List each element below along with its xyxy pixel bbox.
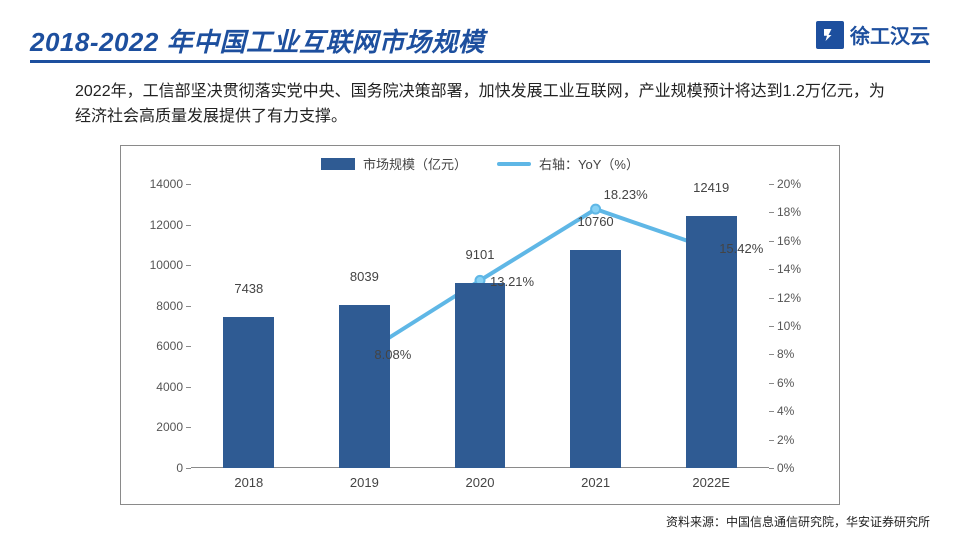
legend-bar-label: 市场规模（亿元）	[363, 154, 467, 173]
y-left-tick-mark	[186, 427, 191, 428]
legend-bar: 市场规模（亿元）	[321, 154, 467, 173]
y-right-tick-mark	[769, 440, 774, 441]
bar-swatch-icon	[321, 158, 355, 170]
y-right-tick: 18%	[777, 205, 801, 219]
line-value-label: 13.21%	[490, 274, 534, 289]
bar	[570, 250, 621, 468]
bar	[455, 283, 506, 468]
y-right-tick: 4%	[777, 404, 794, 418]
y-right-tick: 8%	[777, 347, 794, 361]
y-left-tick-mark	[186, 346, 191, 347]
category-label: 2021	[581, 475, 610, 490]
bar-value-label: 9101	[466, 247, 495, 265]
page-title: 2018-2022 年中国工业互联网市场规模	[30, 22, 485, 59]
chart-legend: 市场规模（亿元） 右轴：YoY（%）	[121, 154, 839, 173]
y-left-tick-mark	[186, 184, 191, 185]
y-left-tick-mark	[186, 225, 191, 226]
y-left-tick: 4000	[156, 380, 183, 394]
y-right-tick-mark	[769, 411, 774, 412]
chart-container: 市场规模（亿元） 右轴：YoY（%） 020004000600080001000…	[120, 145, 840, 505]
y-left-tick: 0	[176, 461, 183, 475]
description-text: 2022年，工信部坚决贯彻落实党中央、国务院决策部署，加快发展工业互联网，产业规…	[75, 80, 885, 130]
y-left-tick: 12000	[150, 218, 183, 232]
y-left-tick-mark	[186, 468, 191, 469]
title-bar: 2018-2022 年中国工业互联网市场规模	[30, 18, 930, 62]
y-right-tick-mark	[769, 212, 774, 213]
y-right-tick-mark	[769, 241, 774, 242]
legend-line-label: 右轴：YoY（%）	[539, 154, 639, 173]
line-value-label: 15.42%	[719, 241, 763, 256]
brand-logo: 徐工汉云	[816, 20, 930, 49]
category-label: 2019	[350, 475, 379, 490]
slide-root: 2018-2022 年中国工业互联网市场规模 徐工汉云 2022年，工信部坚决贯…	[0, 0, 960, 540]
bar-value-label: 12419	[693, 180, 729, 198]
logo-icon	[816, 21, 844, 49]
bar-value-label: 7438	[234, 281, 263, 299]
legend-line: 右轴：YoY（%）	[497, 154, 639, 173]
plot-area: 020004000600080001000012000140000%2%4%6%…	[191, 184, 769, 468]
y-right-tick: 16%	[777, 234, 801, 248]
line-swatch-icon	[497, 162, 531, 166]
y-left-tick: 8000	[156, 299, 183, 313]
y-right-tick: 12%	[777, 291, 801, 305]
line-value-label: 8.08%	[374, 347, 411, 362]
y-right-tick: 20%	[777, 177, 801, 191]
bar-value-label: 10760	[578, 214, 614, 232]
y-left-tick: 14000	[150, 177, 183, 191]
y-right-tick-mark	[769, 298, 774, 299]
bar	[339, 305, 390, 468]
y-left-tick-mark	[186, 306, 191, 307]
line-value-label: 18.23%	[604, 187, 648, 202]
y-right-tick-mark	[769, 184, 774, 185]
y-right-tick: 10%	[777, 319, 801, 333]
category-label: 2022E	[692, 475, 730, 490]
y-right-tick-mark	[769, 383, 774, 384]
title-underline	[30, 60, 930, 63]
category-label: 2018	[234, 475, 263, 490]
y-right-tick-mark	[769, 269, 774, 270]
source-citation: 资料来源：中国信息通信研究院，华安证券研究所	[666, 513, 930, 530]
y-right-tick-mark	[769, 468, 774, 469]
logo-text: 徐工汉云	[850, 20, 930, 49]
y-left-tick: 2000	[156, 420, 183, 434]
y-left-tick-mark	[186, 265, 191, 266]
y-left-tick: 10000	[150, 258, 183, 272]
bar-value-label: 8039	[350, 269, 379, 287]
y-left-tick-mark	[186, 387, 191, 388]
bar	[223, 317, 274, 468]
y-right-tick-mark	[769, 354, 774, 355]
y-right-tick-mark	[769, 326, 774, 327]
category-label: 2020	[466, 475, 495, 490]
y-right-tick: 2%	[777, 433, 794, 447]
y-right-tick: 14%	[777, 262, 801, 276]
y-right-tick: 0%	[777, 461, 794, 475]
y-right-tick: 6%	[777, 376, 794, 390]
y-left-tick: 6000	[156, 339, 183, 353]
